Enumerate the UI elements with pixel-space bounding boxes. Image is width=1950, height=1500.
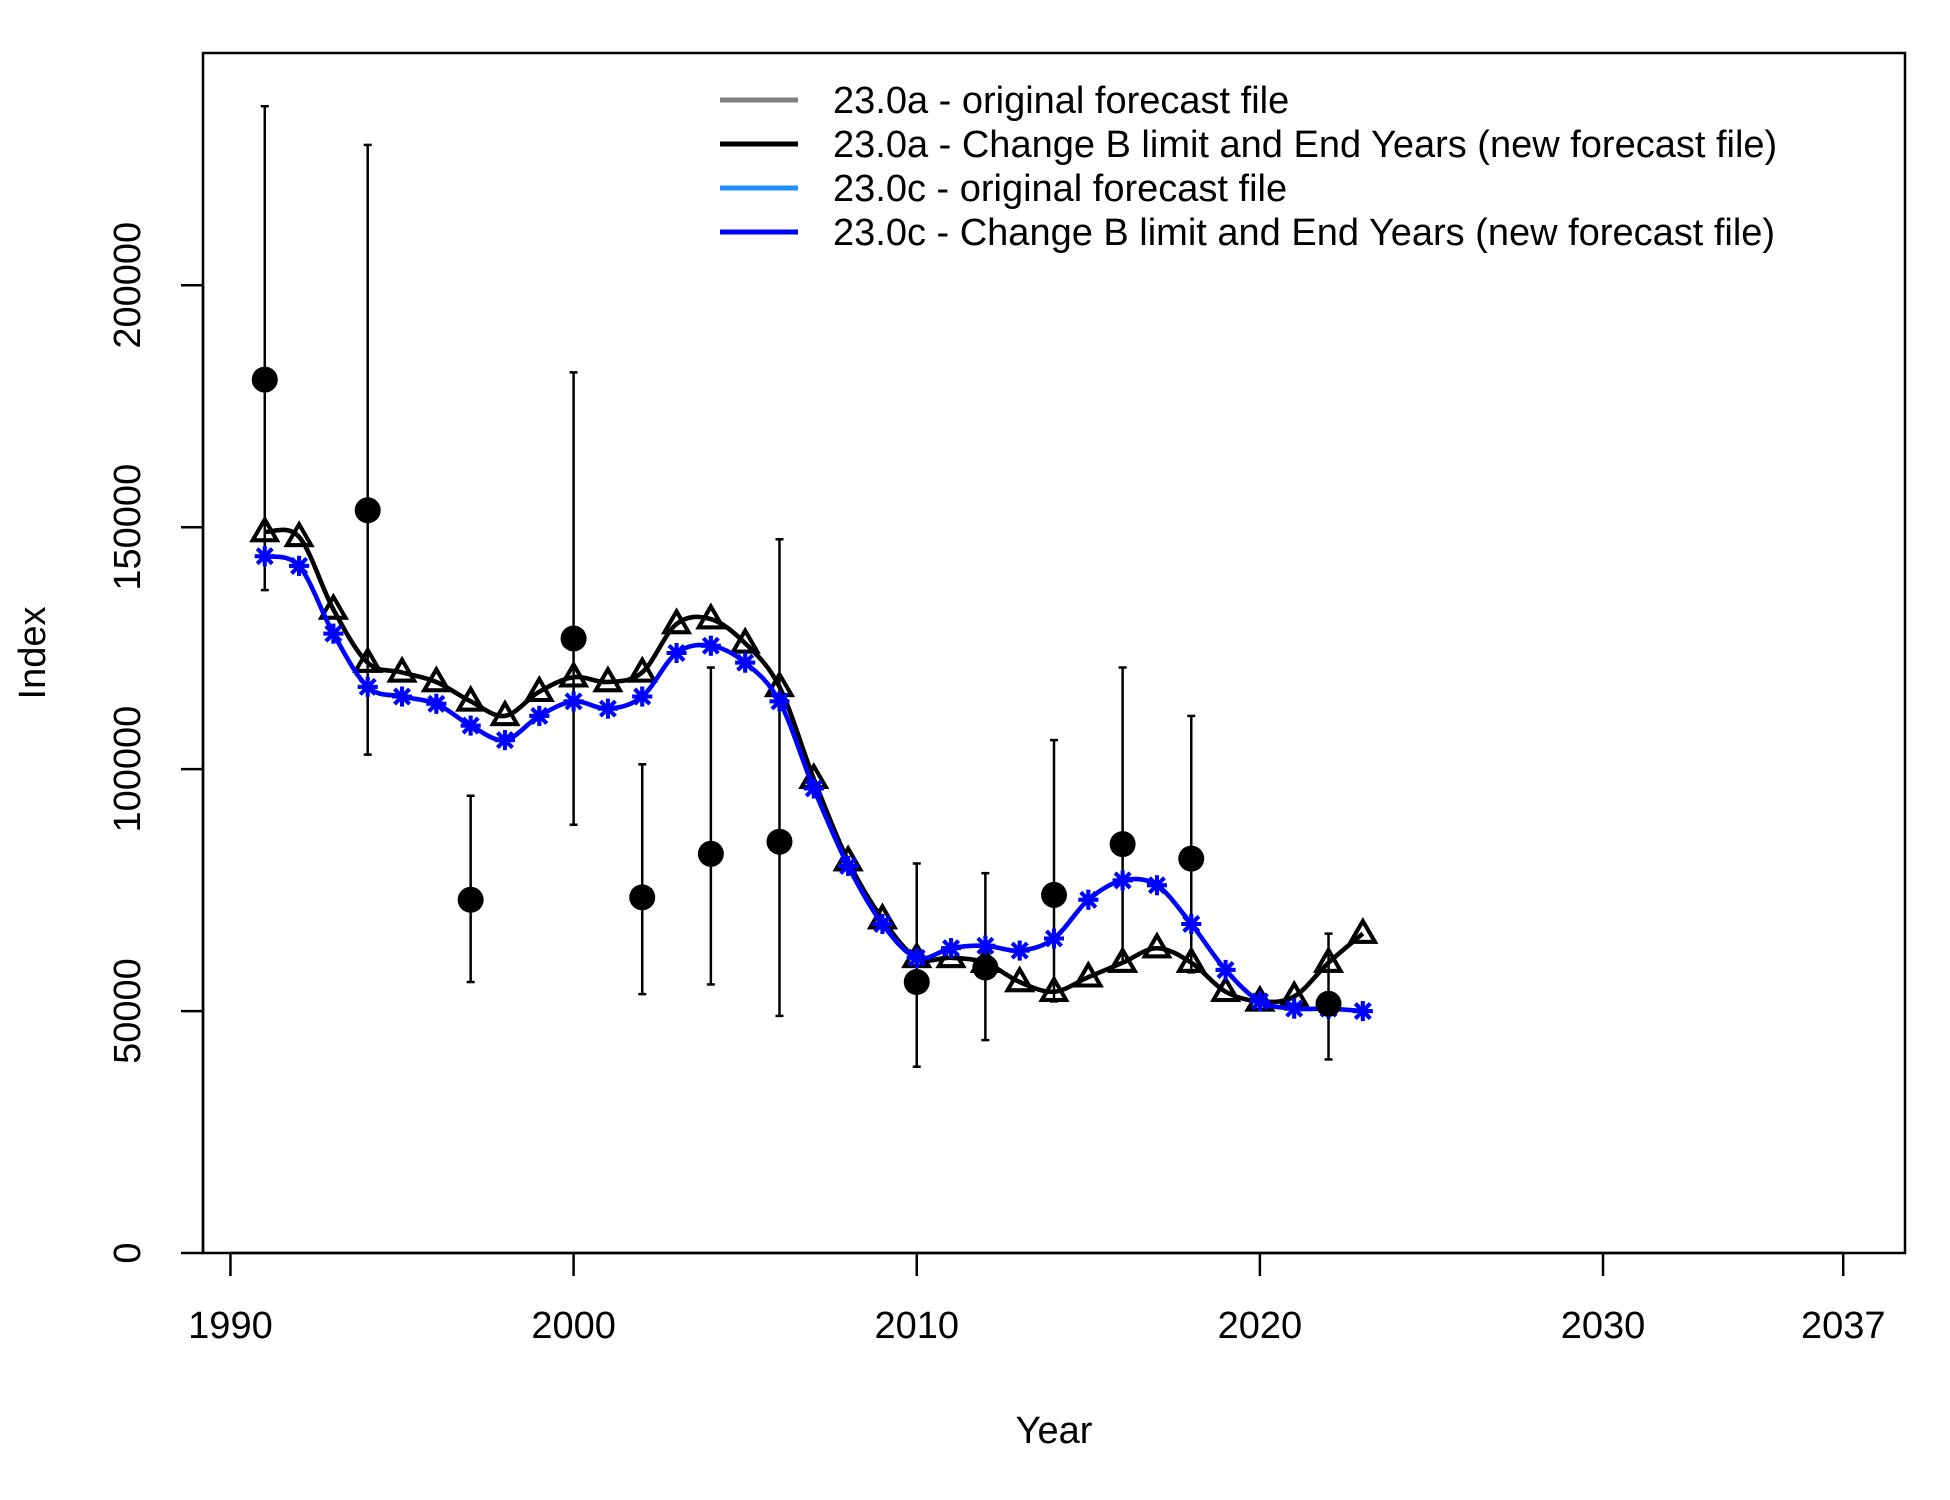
asterisk-marker — [975, 935, 996, 956]
observation-point — [457, 886, 484, 913]
series-2 — [249, 515, 1379, 1012]
asterisk-marker — [1181, 913, 1202, 934]
observation-point — [560, 625, 587, 652]
asterisk-marker — [323, 623, 344, 644]
triangle-marker — [1347, 917, 1379, 944]
asterisk-marker — [426, 693, 447, 714]
triangle-marker — [660, 607, 693, 635]
x-tick-label: 2037 — [1801, 1305, 1886, 1347]
asterisk-marker — [289, 555, 310, 576]
asterisk-marker — [838, 855, 859, 876]
asterisk-marker — [529, 705, 550, 726]
asterisk-marker — [700, 635, 721, 656]
series-4 — [254, 546, 1373, 1022]
triangle-marker — [1004, 965, 1036, 993]
asterisk-marker — [254, 546, 275, 567]
asterisk-marker — [1215, 959, 1236, 980]
x-axis: 1990 2000 2010 2020 2030 2037 — [188, 1251, 1886, 1347]
triangle-marker — [249, 515, 281, 543]
triangle-marker — [352, 646, 384, 673]
asterisk-marker — [563, 691, 584, 712]
observation-point — [697, 840, 724, 867]
observation-point — [629, 884, 656, 911]
asterisk-marker — [494, 730, 515, 751]
x-tick-label: 2000 — [531, 1305, 616, 1347]
x-tick-label: 2030 — [1561, 1305, 1646, 1347]
asterisk-marker — [1146, 875, 1167, 896]
y-tick-label: 200000 — [107, 222, 149, 349]
y-axis-title: Index — [12, 607, 54, 700]
x-tick-label: 2010 — [874, 1305, 959, 1347]
legend-label: 23.0a - original forecast file — [833, 80, 1289, 122]
asterisk-marker — [1009, 940, 1030, 961]
asterisk-marker — [460, 715, 481, 736]
asterisk-marker — [769, 691, 790, 712]
triangle-marker — [283, 520, 315, 548]
observation-point — [972, 954, 999, 981]
observation-point — [903, 969, 930, 996]
asterisk-marker — [1078, 889, 1099, 910]
y-tick-label: 0 — [107, 1242, 149, 1263]
triangle-marker — [523, 675, 555, 702]
observation-point — [766, 828, 793, 855]
asterisk-marker — [597, 698, 618, 719]
asterisk-marker — [1044, 928, 1064, 949]
asterisk-marker — [632, 686, 653, 707]
observation-point — [354, 497, 381, 524]
observation-point — [1041, 881, 1067, 908]
asterisk-marker — [357, 676, 378, 697]
asterisk-marker — [735, 652, 756, 673]
triangle-marker — [317, 592, 349, 620]
triangle-marker — [420, 665, 452, 693]
triangle-marker — [729, 626, 761, 654]
observation-point — [251, 366, 278, 393]
legend-label: 23.0c - Change B limit and End Years (ne… — [833, 212, 1775, 254]
observation-point — [1315, 990, 1342, 1017]
asterisk-marker — [872, 913, 893, 934]
asterisk-marker — [1284, 998, 1305, 1019]
triangle-marker — [1107, 946, 1139, 973]
asterisk-marker — [392, 686, 413, 707]
asterisk-marker — [666, 643, 687, 663]
x-tick-label: 2020 — [1218, 1305, 1303, 1347]
observation-point — [1109, 831, 1136, 858]
triangle-marker — [695, 602, 727, 630]
triangle-marker — [558, 660, 590, 688]
y-axis: 0 50000 100000 150000 200000 — [107, 222, 205, 1264]
legend-label: 23.0c - original forecast file — [833, 168, 1287, 210]
asterisk-marker — [941, 938, 962, 959]
y-tick-label: 100000 — [107, 706, 149, 833]
x-tick-label: 1990 — [188, 1305, 273, 1347]
y-tick-label: 50000 — [107, 958, 149, 1064]
triangle-marker — [1038, 975, 1070, 1002]
observations — [251, 366, 1342, 1017]
triangle-marker — [626, 655, 658, 683]
triangle-marker — [1175, 946, 1207, 973]
x-axis-title: Year — [1016, 1410, 1093, 1452]
triangle-marker — [1072, 960, 1104, 988]
asterisk-marker — [803, 778, 824, 799]
triangle-marker — [1210, 975, 1242, 1002]
asterisk-marker — [1112, 870, 1133, 891]
triangle-marker — [592, 665, 624, 693]
observation-point — [1178, 845, 1205, 872]
triangle-marker — [386, 655, 418, 683]
triangle-marker — [489, 699, 521, 727]
triangle-marker — [1141, 931, 1173, 959]
asterisk-marker — [1352, 1001, 1373, 1022]
legend-label: 23.0a - Change B limit and End Years (ne… — [833, 124, 1777, 166]
asterisk-marker — [1249, 991, 1270, 1012]
triangle-marker — [455, 684, 487, 712]
series-lines — [249, 515, 1379, 1022]
triangle-marker — [1312, 946, 1345, 973]
asterisk-marker — [906, 947, 927, 968]
y-tick-label: 150000 — [107, 464, 149, 591]
